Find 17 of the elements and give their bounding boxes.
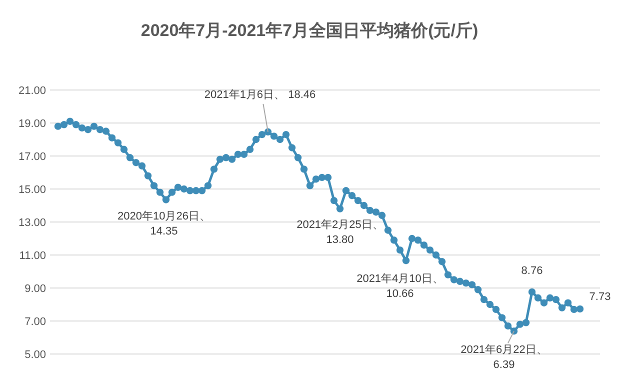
y-tick-label: 17.00 bbox=[18, 151, 46, 163]
text: 7.73 bbox=[589, 291, 611, 303]
y-tick-label: 9.00 bbox=[24, 283, 46, 295]
y-tick-label: 11.00 bbox=[19, 250, 46, 262]
annotation: 8.76 bbox=[521, 264, 543, 277]
annotation: 2021年6月22日、 6.39 bbox=[460, 344, 548, 372]
y-tick-label: 21.00 bbox=[18, 85, 46, 97]
annotation: 2021年1月6日、 18.46 bbox=[204, 88, 316, 101]
y-tick-label: 13.00 bbox=[18, 217, 46, 229]
annotation: 2021年2月25日、 13.80 bbox=[296, 219, 384, 246]
annotation: 2021年4月10日、 10.66 bbox=[356, 273, 444, 300]
y-tick-label: 5.00 bbox=[24, 349, 46, 361]
y-tick-label: 19.00 bbox=[18, 118, 46, 130]
annotation: 2020年10月26日、 14.35 bbox=[118, 210, 210, 238]
y-tick-label: 15.00 bbox=[18, 184, 46, 196]
chart-title: 2020年7月-2021年7月全国日平均猪价(元/斤) bbox=[140, 21, 478, 40]
y-tick-label: 7.00 bbox=[24, 316, 46, 328]
